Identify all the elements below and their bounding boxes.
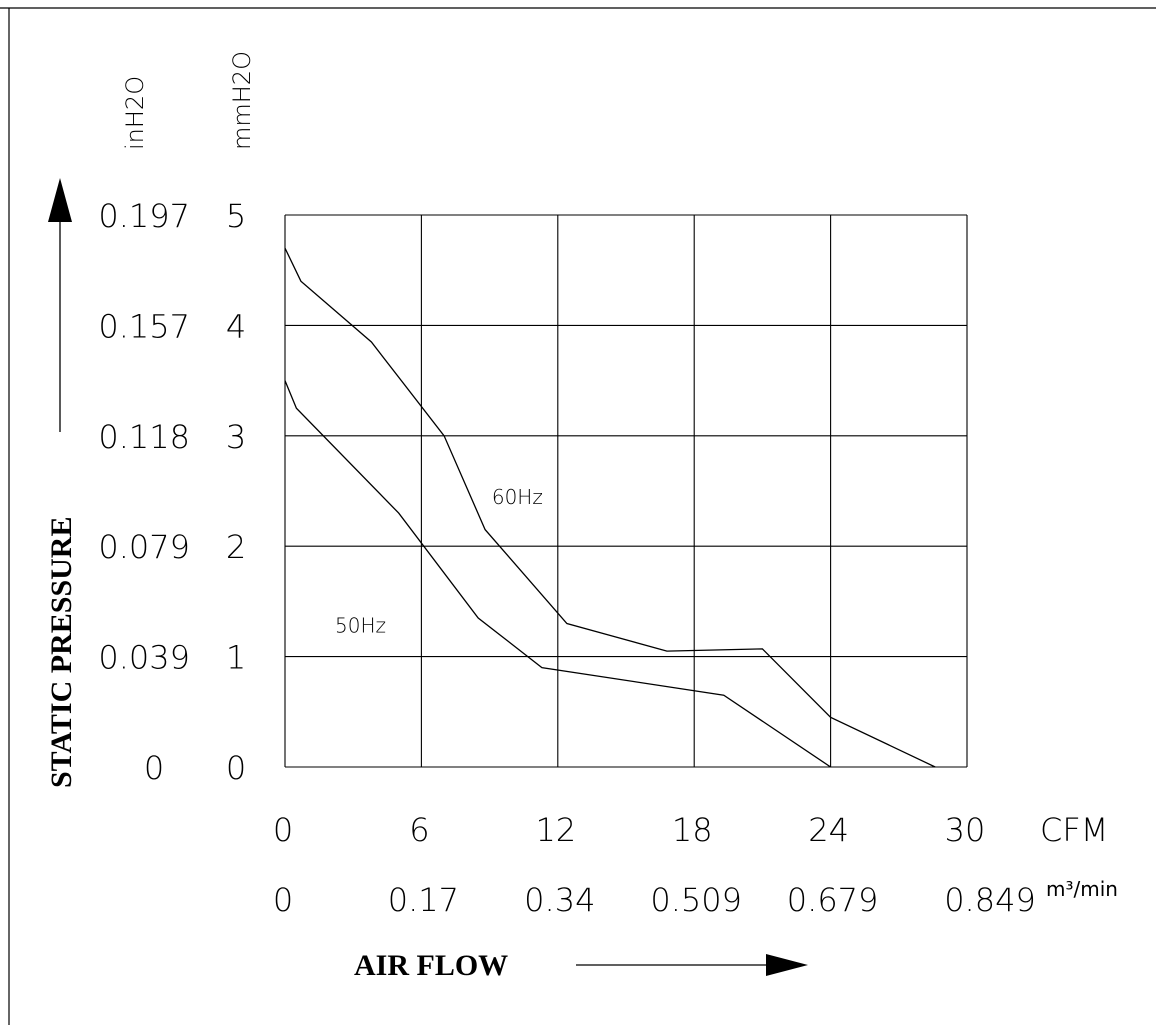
x-tick-label-secondary: 0.17 bbox=[388, 881, 459, 919]
x-tick-label: 12 bbox=[535, 811, 576, 849]
x-tick-label: 24 bbox=[808, 811, 849, 849]
y-axis-title: STATIC PRESSURE bbox=[45, 517, 78, 788]
x-unit-secondary: m³/min bbox=[1046, 877, 1118, 901]
y-tick-label: 1 bbox=[226, 639, 246, 677]
x-tick-label: 18 bbox=[672, 811, 713, 849]
series-annotation-50hz: 50Hz bbox=[335, 613, 386, 637]
x-tick-label: 0 bbox=[273, 811, 293, 849]
y-tick-label-secondary: 0.118 bbox=[98, 418, 190, 456]
x-tick-label-secondary: 0.34 bbox=[524, 881, 595, 919]
x-tick-label: 30 bbox=[945, 811, 986, 849]
y-tick-label: 4 bbox=[226, 307, 246, 345]
x-tick-label-secondary: 0.509 bbox=[650, 881, 742, 919]
y-tick-label-secondary: 0 bbox=[144, 749, 164, 787]
x-axis-title: AIR FLOW bbox=[354, 949, 508, 982]
y-unit-primary: mmH2O bbox=[228, 51, 256, 150]
x-axis-title-group: AIR FLOW bbox=[354, 949, 808, 982]
x-unit-primary: CFM bbox=[1040, 811, 1108, 849]
y-tick-label-secondary: 0.079 bbox=[98, 528, 190, 566]
x-tick-label: 6 bbox=[409, 811, 429, 849]
grid bbox=[285, 215, 967, 767]
y-tick-label-secondary: 0.039 bbox=[98, 639, 190, 677]
y-tick-label-secondary: 0.157 bbox=[98, 307, 190, 345]
y-axis-title-group: STATIC PRESSURE bbox=[45, 178, 78, 788]
y-tick-label: 5 bbox=[226, 197, 246, 235]
y-tick-label-secondary: 0.197 bbox=[98, 197, 190, 235]
y-tick-label: 2 bbox=[226, 528, 246, 566]
y-arrow-head-icon bbox=[48, 178, 72, 222]
series-annotation-60hz: 60Hz bbox=[492, 485, 543, 509]
y-tick-label: 3 bbox=[226, 418, 246, 456]
y-tick-label: 0 bbox=[226, 749, 246, 787]
x-tick-label-secondary: 0 bbox=[273, 881, 293, 919]
x-arrow-head-icon bbox=[766, 954, 808, 976]
x-tick-label-secondary: 0.679 bbox=[787, 881, 879, 919]
y-unit-secondary: inH2O bbox=[121, 76, 149, 150]
x-tick-label-secondary: 0.849 bbox=[944, 881, 1036, 919]
